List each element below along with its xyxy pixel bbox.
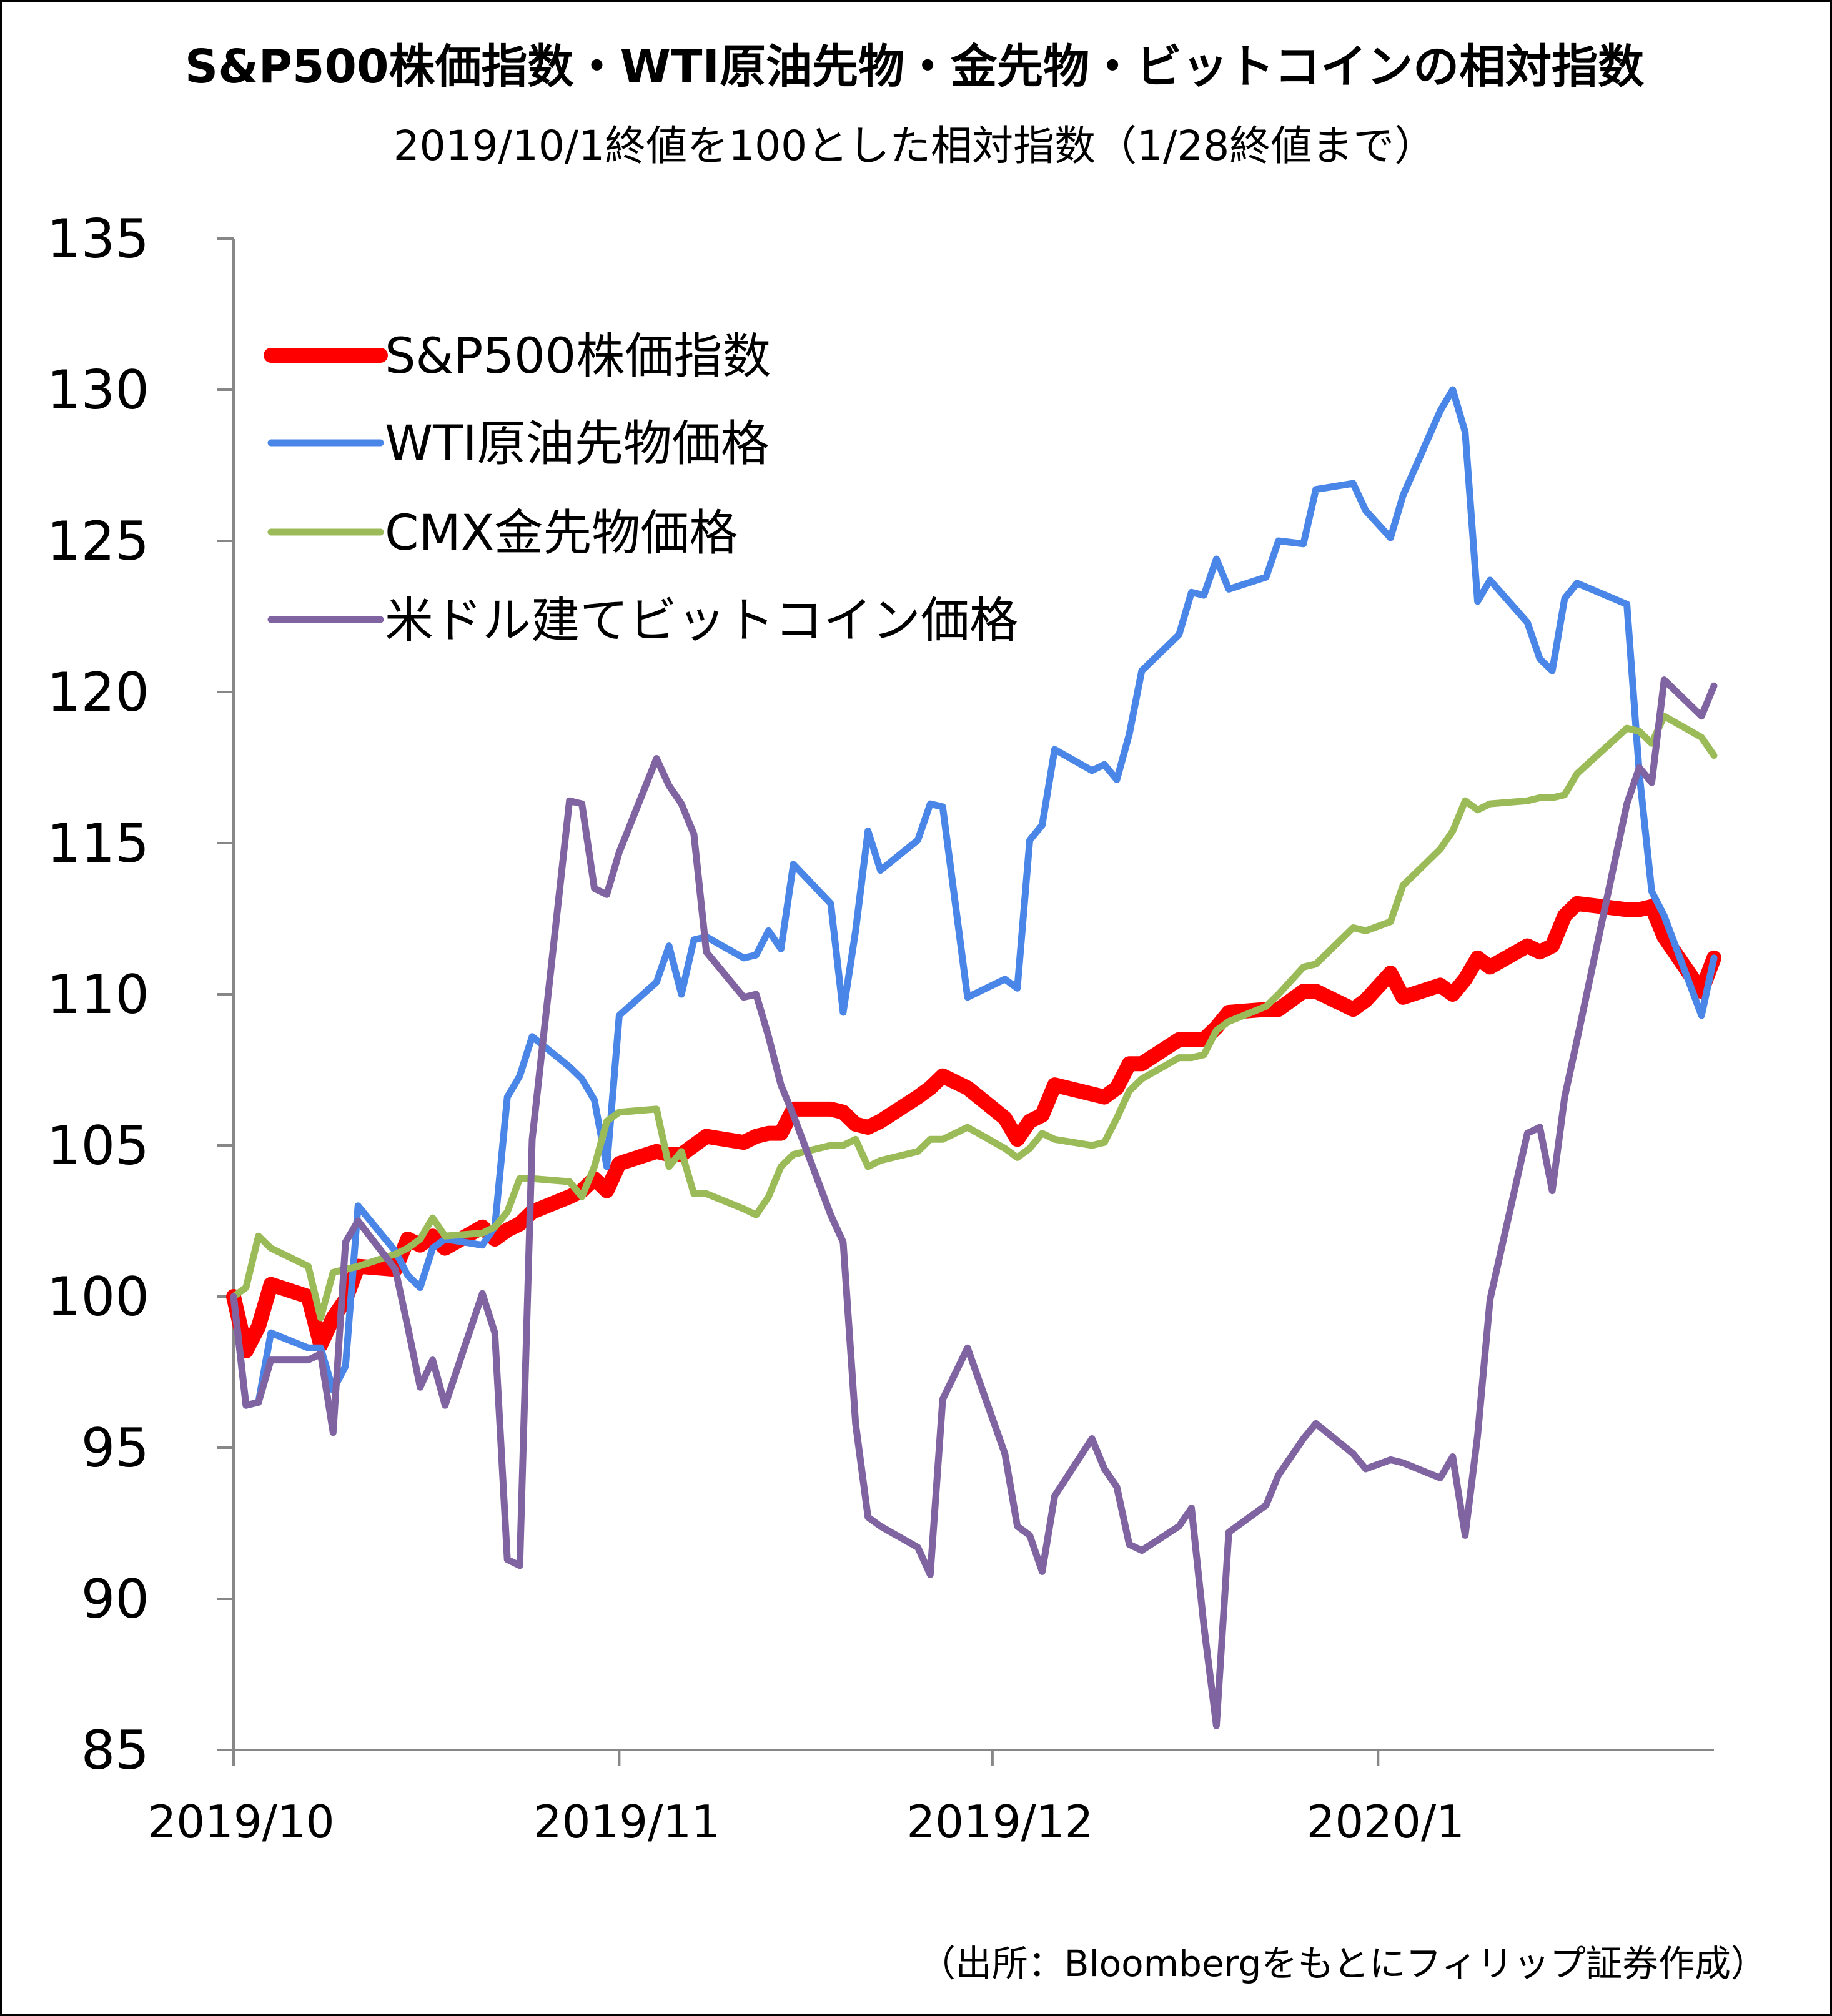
series-group	[226, 386, 1721, 1729]
x-tick-label: 2019/11	[533, 1796, 720, 1848]
x-tick-label: 2020/1	[1307, 1796, 1465, 1848]
y-tick-label: 115	[47, 813, 149, 875]
x-tick-label: 2019/10	[147, 1796, 334, 1848]
legend-label-2: WTI原油先物価格	[385, 416, 770, 472]
y-tick-label: 105	[47, 1115, 149, 1177]
series-line-4	[230, 676, 1718, 1729]
legend-label-4: 米ドル建てビットコイン価格	[385, 593, 1018, 649]
y-tick-label: 120	[47, 661, 149, 724]
y-tick-label: 85	[81, 1719, 149, 1782]
y-tick-label: 110	[47, 964, 149, 1026]
source-note: （出所：Bloombergをもとにフィリップ証券作成）	[919, 1942, 1767, 1985]
chart-title: S&P500株価指数・WTI原油先物・金先物・ビットコインの相対指数	[185, 40, 1644, 94]
series-line-3	[230, 713, 1718, 1322]
y-tick-label: 90	[81, 1568, 149, 1631]
y-tick-label: 130	[47, 359, 149, 422]
chart-subtitle: 2019/10/1終値を100とした相対指数（1/28終値まで）	[394, 122, 1436, 170]
axes: 135 130 125 120 115 110 105 100 95 90 85 2019/10 201…	[47, 208, 1714, 1848]
y-tick-label: 135	[47, 208, 149, 270]
series-line-2	[230, 386, 1718, 1409]
y-tick-label: 100	[47, 1266, 149, 1328]
x-tick-label: 2019/12	[906, 1796, 1093, 1848]
y-tick-label: 125	[47, 510, 149, 573]
y-tick-label: 95	[81, 1417, 149, 1480]
legend-label-3: CMX金先物価格	[385, 505, 738, 561]
legend-label-1: S&P500株価指数	[385, 329, 771, 385]
